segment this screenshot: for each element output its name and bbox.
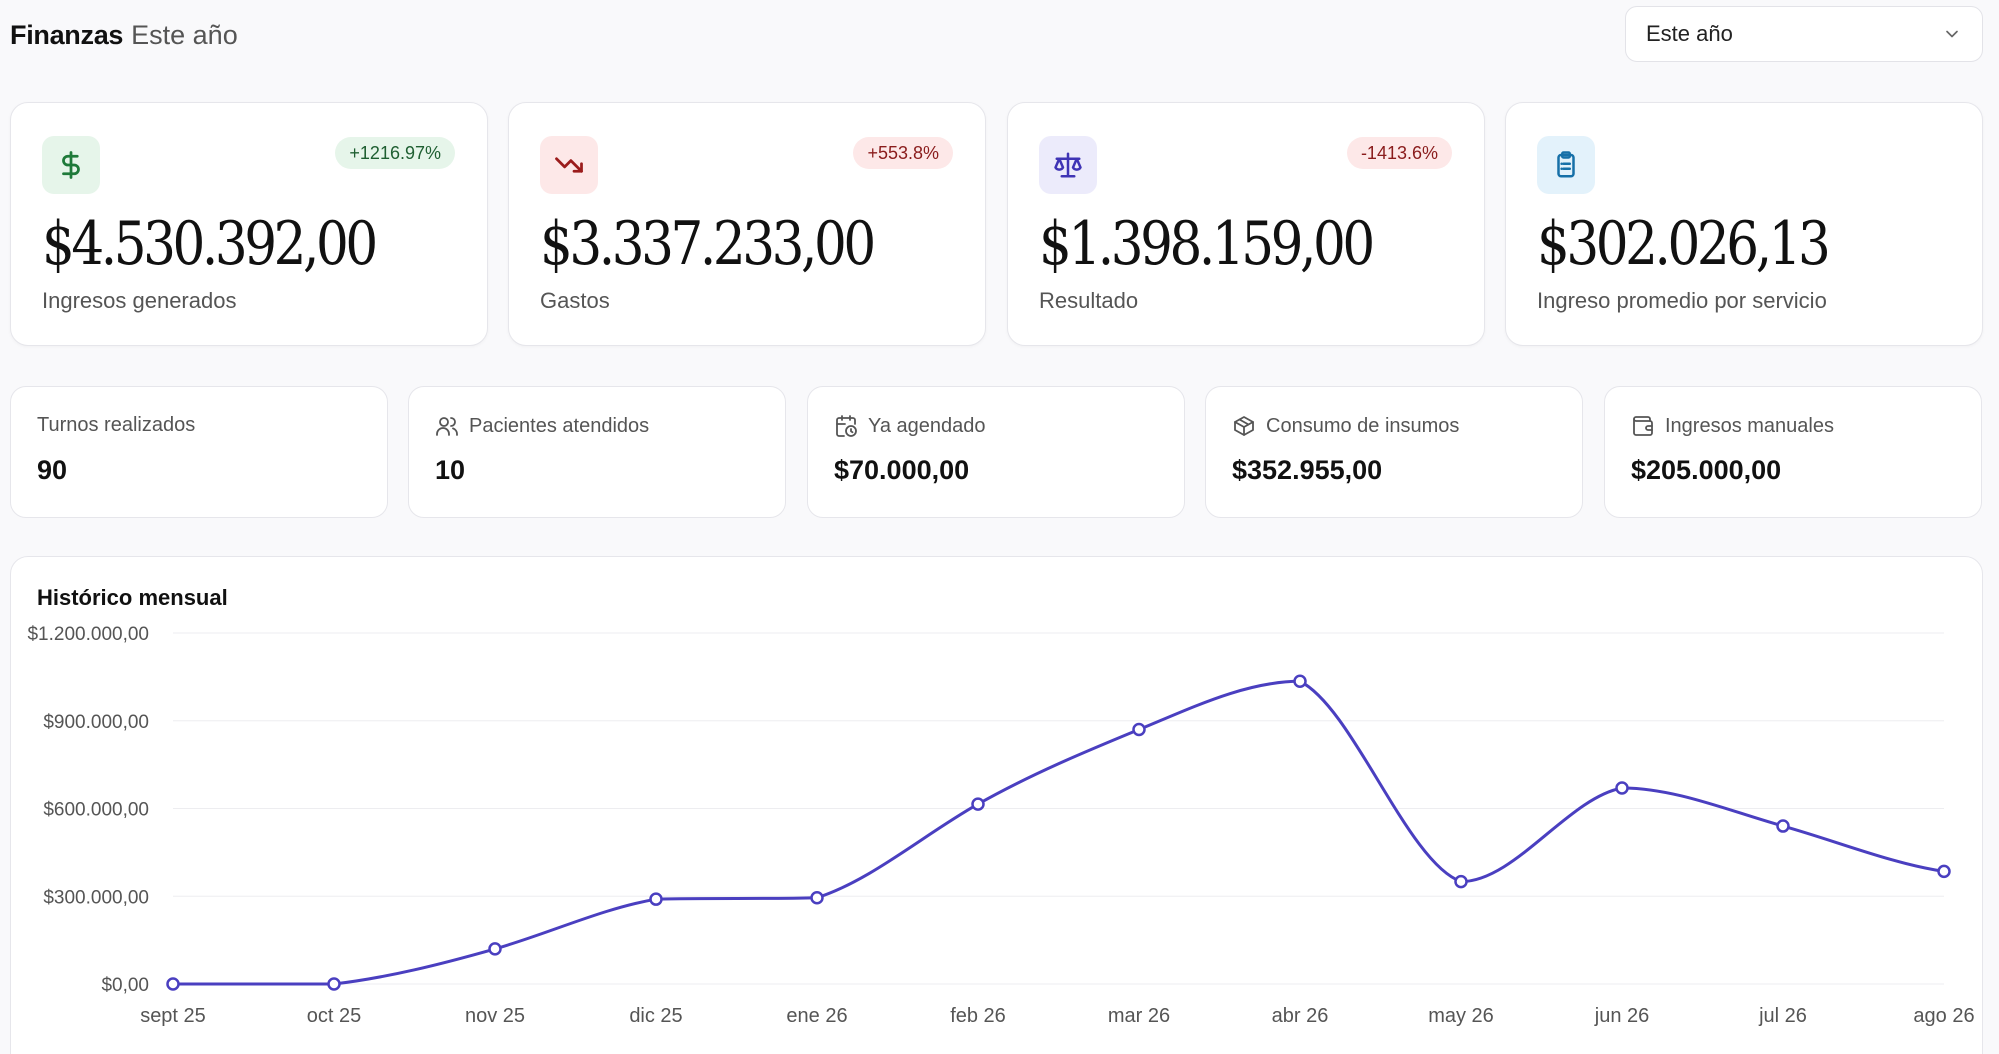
y-tick-label: $600.000,00 <box>43 800 149 821</box>
stat-card-supplies: Consumo de insumos $352.955,00 <box>1205 386 1583 518</box>
x-tick-label: nov 25 <box>465 1005 525 1027</box>
chart-title: Histórico mensual <box>37 585 228 610</box>
stat-value: $70.000,00 <box>834 455 970 485</box>
stat-label-text: Turnos realizados <box>37 414 196 436</box>
kpi-label: Gastos <box>540 288 610 313</box>
data-point <box>327 977 341 991</box>
kpi-icon-wrap <box>1537 136 1595 194</box>
stat-label-text: Ingresos manuales <box>1665 414 1834 437</box>
users-icon <box>436 417 458 436</box>
kpi-value: $302.026,13 <box>1537 209 1831 279</box>
data-point <box>166 977 180 991</box>
data-point <box>1776 819 1790 833</box>
kpi-card-expenses: +553.8% $3.337.233,00 Gastos <box>508 102 986 346</box>
monthly-history-chart: $0,00 $300.000,00 $600.000,00 $900.000,00 $1… <box>27 624 1974 1027</box>
stat-label-text: Pacientes atendidos <box>469 414 650 437</box>
kpi-value: $4.530.392,00 <box>42 209 378 279</box>
stat-label: Pacientes atendidos <box>435 414 649 438</box>
x-tick-label: mar 26 <box>1108 1005 1170 1027</box>
stat-label: Ingresos manuales <box>1631 414 1834 438</box>
clipboard-list-icon <box>1557 151 1575 178</box>
kpi-icon-wrap <box>540 136 598 194</box>
page-header: Finanzas Este año <box>10 20 238 51</box>
x-tick-label: ago 26 <box>1913 1005 1974 1027</box>
data-point <box>1615 781 1629 795</box>
x-tick-label: sept 25 <box>140 1005 206 1027</box>
kpi-icon-wrap <box>42 136 100 194</box>
stat-label: Ya agendado <box>834 414 986 438</box>
stat-value: $205.000,00 <box>1631 455 1782 485</box>
y-tick-label: $300.000,00 <box>43 887 149 908</box>
data-point <box>488 942 502 956</box>
period-select-value: Este año <box>1646 21 1733 46</box>
stat-value: $352.955,00 <box>1232 455 1383 485</box>
stat-value: 10 <box>435 455 466 485</box>
dollar-icon <box>62 151 80 179</box>
data-point <box>1454 874 1468 889</box>
kpi-change-badge: +1216.97% <box>335 137 455 169</box>
data-point <box>1132 722 1146 737</box>
x-tick-label: jul 26 <box>1758 1005 1807 1027</box>
stat-label: Turnos realizados <box>37 414 195 437</box>
kpi-value: $3.337.233,00 <box>540 209 876 279</box>
x-tick-label: ene 26 <box>786 1005 847 1027</box>
period-select[interactable]: Este año <box>1625 6 1983 62</box>
wallet-icon <box>1633 416 1653 436</box>
kpi-row: +1216.97% $4.530.392,00 Ingresos generad… <box>10 102 1983 346</box>
data-point <box>1937 864 1951 879</box>
kpi-icon-wrap <box>1039 136 1097 194</box>
page-subtitle: Este año <box>131 20 238 50</box>
stat-card-manual-income: Ingresos manuales $205.000,00 <box>1604 386 1982 518</box>
y-tick-label: $900.000,00 <box>43 712 149 733</box>
stat-label-text: Ya agendado <box>868 414 986 437</box>
data-point <box>1293 674 1307 689</box>
stat-card-turns: Turnos realizados 90 <box>10 386 388 518</box>
stat-label-text: Consumo de insumos <box>1266 414 1460 437</box>
x-tick-label: abr 26 <box>1272 1005 1329 1027</box>
page-title: Finanzas <box>10 20 124 50</box>
trending-down-icon <box>555 157 583 173</box>
kpi-label: Ingreso promedio por servicio <box>1537 288 1827 313</box>
kpi-label: Resultado <box>1039 288 1139 313</box>
kpi-change-badge: -1413.6% <box>1346 137 1452 169</box>
kpi-card-income: +1216.97% $4.530.392,00 Ingresos generad… <box>10 102 488 346</box>
series-line <box>173 679 1945 986</box>
y-tick-label: $1.200.000,00 <box>27 624 149 645</box>
chevron-down-icon <box>1946 30 1958 38</box>
x-tick-label: jun 26 <box>1594 1005 1650 1027</box>
stat-row: Turnos realizados 90 Pacientes atendidos… <box>10 386 1983 518</box>
y-tick-label: $0,00 <box>101 975 149 996</box>
data-point <box>810 890 824 905</box>
kpi-label: Ingresos generados <box>42 288 237 313</box>
stat-value: 90 <box>37 455 68 485</box>
stat-card-scheduled: Ya agendado $70.000,00 <box>807 386 1185 518</box>
kpi-card-avg-income: $302.026,13 Ingreso promedio por servici… <box>1505 102 1983 346</box>
stat-label: Consumo de insumos <box>1232 414 1459 438</box>
stat-card-patients: Pacientes atendidos 10 <box>408 386 786 518</box>
monthly-history-card: Histórico mensual $0,00 $300.000,00 $600.0… <box>10 556 1983 1054</box>
calendar-clock-icon <box>836 415 857 437</box>
kpi-card-result: -1413.6% $1.398.159,00 Resultado <box>1007 102 1485 346</box>
kpi-change-badge: +553.8% <box>853 137 953 169</box>
x-tick-label: oct 25 <box>307 1005 361 1027</box>
data-point <box>971 797 985 811</box>
scale-icon <box>1054 152 1082 178</box>
package-icon <box>1234 416 1254 436</box>
kpi-value: $1.398.159,00 <box>1039 209 1375 279</box>
x-tick-label: dic 25 <box>629 1005 682 1027</box>
x-tick-label: feb 26 <box>950 1005 1006 1027</box>
data-point <box>649 892 663 906</box>
x-tick-label: may 26 <box>1428 1005 1494 1027</box>
